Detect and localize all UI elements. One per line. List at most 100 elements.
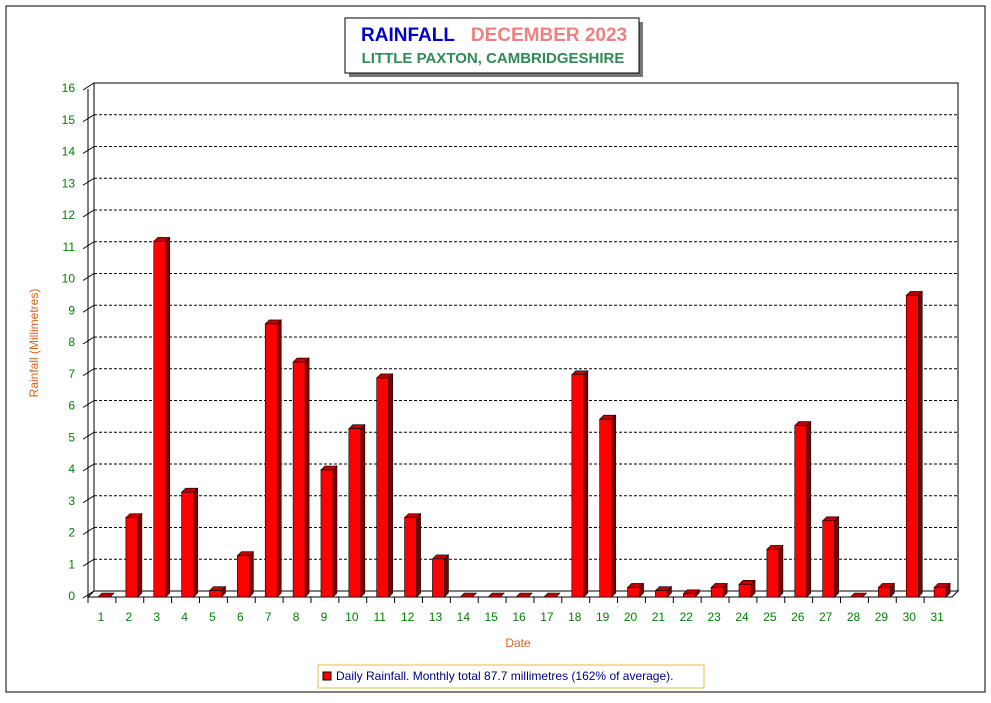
bar xyxy=(738,583,752,598)
y-tick-label: 13 xyxy=(62,176,76,190)
bar-side xyxy=(276,319,282,598)
bar-side xyxy=(583,370,589,598)
x-tick-label: 15 xyxy=(485,610,499,624)
x-tick-label: 21 xyxy=(652,610,666,624)
y-tick-label: 9 xyxy=(68,303,75,317)
legend-swatch xyxy=(322,671,332,681)
x-tick-label: 17 xyxy=(540,610,554,624)
bar-side xyxy=(806,420,812,598)
bar xyxy=(237,555,250,598)
y-tick-label: 6 xyxy=(68,399,75,413)
bar xyxy=(209,590,222,598)
bar-top xyxy=(97,592,115,598)
x-tick-label: 30 xyxy=(903,610,917,624)
bar xyxy=(655,590,668,598)
bar xyxy=(794,425,808,598)
chart-title: RAINFALL xyxy=(361,25,455,46)
tick-mark xyxy=(82,431,95,440)
bar xyxy=(320,469,334,598)
bar-top xyxy=(849,592,868,598)
tick-mark xyxy=(82,177,95,186)
x-tick-label: 12 xyxy=(401,610,415,624)
tick-mark xyxy=(82,114,95,123)
y-axis-label: Rainfall (Millimetres) xyxy=(27,289,41,398)
y-tick-label: 4 xyxy=(68,462,75,476)
bar xyxy=(878,587,891,598)
chart-period: DECEMBER 2023 xyxy=(471,25,627,46)
bar-side xyxy=(416,512,421,598)
tick-mark xyxy=(82,400,95,408)
bar-side xyxy=(137,512,143,598)
legend-box xyxy=(317,664,705,689)
x-tick-label: 9 xyxy=(321,610,328,624)
bar xyxy=(599,418,612,598)
x-tick-label: 27 xyxy=(819,610,833,624)
x-tick-label: 2 xyxy=(126,610,133,624)
bar-side xyxy=(834,516,839,598)
bar-side xyxy=(304,357,310,598)
bar xyxy=(571,374,585,598)
x-tick-label: 7 xyxy=(265,610,272,624)
y-tick-label: 15 xyxy=(62,113,76,127)
bar xyxy=(933,587,947,598)
x-tick-label: 4 xyxy=(181,610,188,624)
x-tick-label: 22 xyxy=(680,610,694,624)
x-tick-label: 28 xyxy=(847,610,861,624)
bar-side xyxy=(249,551,254,598)
x-tick-label: 29 xyxy=(875,610,889,624)
bar xyxy=(682,593,696,598)
y-tick-label: 5 xyxy=(68,430,75,444)
x-axis-label: Date xyxy=(505,636,531,650)
y-tick-label: 1 xyxy=(68,557,75,571)
bar xyxy=(905,295,919,598)
x-tick-label: 26 xyxy=(791,610,805,624)
x-tick-label: 20 xyxy=(624,610,638,624)
tick-mark xyxy=(82,241,95,250)
x-tick-label: 11 xyxy=(373,610,386,624)
x-tick-label: 23 xyxy=(707,610,721,624)
x-tick-label: 16 xyxy=(512,610,526,624)
tick-mark xyxy=(82,463,95,472)
bar-side xyxy=(917,290,923,598)
x-tick-label: 14 xyxy=(457,610,471,624)
x-tick-label: 6 xyxy=(237,610,244,624)
bar xyxy=(153,241,167,598)
bar xyxy=(432,558,445,598)
bar-side xyxy=(611,414,616,598)
x-tick-label: 24 xyxy=(735,610,749,624)
x-tick-label: 3 xyxy=(153,610,160,624)
tick-mark xyxy=(82,527,95,535)
tick-mark xyxy=(82,558,95,567)
bar-side xyxy=(165,236,171,598)
bar-top xyxy=(543,592,561,598)
x-tick-label: 13 xyxy=(429,610,443,624)
y-tick-label: 3 xyxy=(68,494,75,508)
tick-mark xyxy=(82,146,95,154)
bar-side xyxy=(360,424,366,598)
tick-mark xyxy=(82,336,95,345)
bar xyxy=(627,587,640,598)
x-tick-label: 19 xyxy=(596,610,610,624)
x-tick-label: 18 xyxy=(568,610,582,624)
bar xyxy=(348,428,362,598)
y-tick-label: 14 xyxy=(62,145,76,159)
bar xyxy=(710,587,724,598)
bar-top xyxy=(515,592,533,598)
bar xyxy=(766,549,780,598)
bar-top xyxy=(459,592,478,598)
bar xyxy=(404,517,417,598)
legend-label: Daily Rainfall. Monthly total 87.7 milli… xyxy=(336,669,673,683)
y-tick-label: 10 xyxy=(62,272,76,286)
tick-mark xyxy=(82,368,95,377)
bar xyxy=(125,517,139,598)
bar-side xyxy=(388,373,394,598)
bar xyxy=(822,520,835,598)
y-tick-label: 16 xyxy=(62,81,76,95)
chart-subtitle: LITTLE PAXTON, CAMBRIDGESHIRE xyxy=(362,50,625,67)
bar-side xyxy=(444,554,449,598)
x-tick-label: 5 xyxy=(209,610,216,624)
x-tick-label: 25 xyxy=(763,610,777,624)
x-tick-label: 1 xyxy=(98,610,105,624)
